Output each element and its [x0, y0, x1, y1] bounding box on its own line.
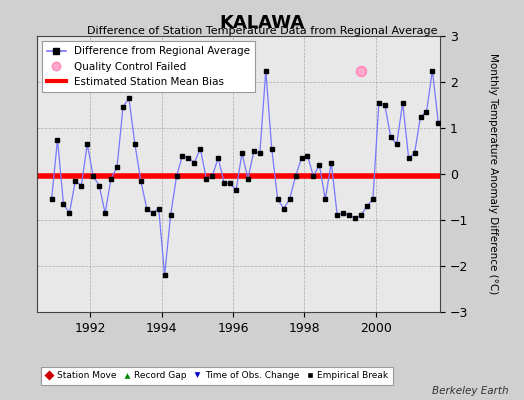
Text: Berkeley Earth: Berkeley Earth: [432, 386, 508, 396]
Text: KALAWA: KALAWA: [220, 14, 304, 32]
Y-axis label: Monthly Temperature Anomaly Difference (°C): Monthly Temperature Anomaly Difference (…: [488, 53, 498, 295]
Text: Difference of Station Temperature Data from Regional Average: Difference of Station Temperature Data f…: [87, 26, 437, 36]
Legend: Station Move, Record Gap, Time of Obs. Change, Empirical Break: Station Move, Record Gap, Time of Obs. C…: [41, 367, 392, 385]
